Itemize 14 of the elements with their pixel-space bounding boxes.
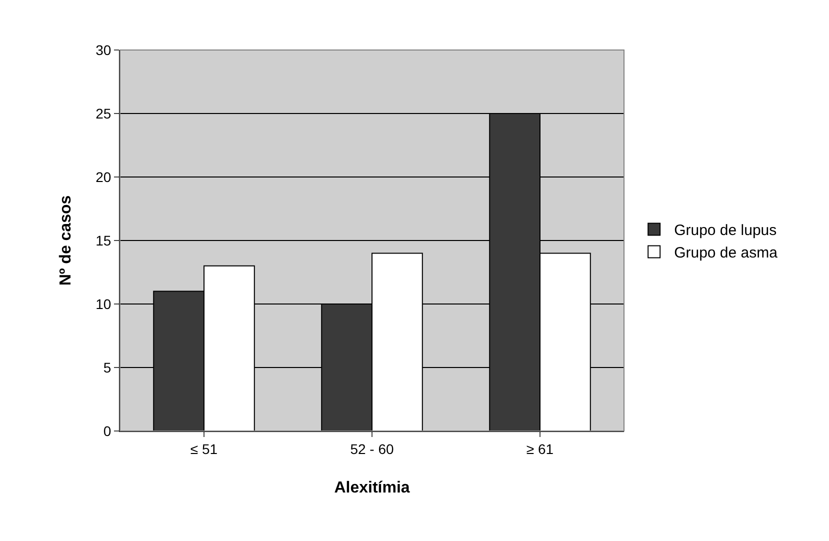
- y-tick-label: 5: [103, 359, 112, 376]
- y-tick-label: 25: [96, 105, 112, 122]
- legend-label: Grupo de lupus: [674, 222, 777, 240]
- legend-label: Grupo de asma: [674, 244, 778, 262]
- x-axis-title: Alexitímia: [334, 480, 410, 496]
- y-tick-label: 30: [96, 42, 112, 58]
- y-tick-label: 20: [96, 168, 112, 185]
- x-tick-label: ≥ 61: [526, 440, 554, 457]
- y-tick-label: 0: [103, 422, 112, 439]
- y-tick-label: 15: [96, 232, 112, 248]
- y-tick-label: 10: [96, 296, 112, 312]
- x-tick-label: 52 - 60: [350, 440, 394, 457]
- x-tick-label: ≤ 51: [190, 440, 218, 457]
- y-axis-title: Nº de casos: [58, 195, 75, 286]
